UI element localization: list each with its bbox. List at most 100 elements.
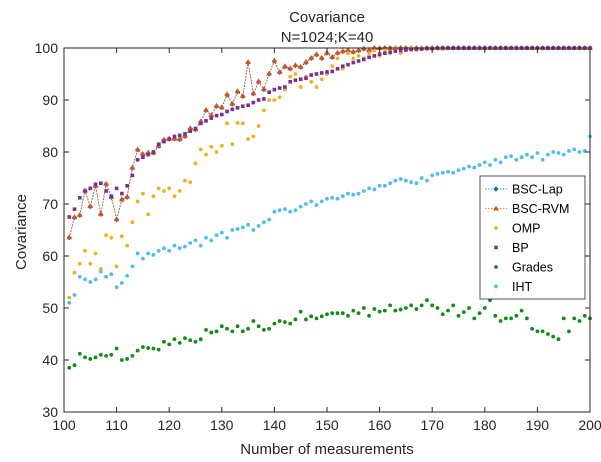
data-point-grades (409, 303, 414, 308)
data-point-grades (246, 326, 251, 331)
data-point-bp (251, 100, 256, 105)
data-point-omp (88, 261, 93, 266)
chart-subtitle: N=1024;K=40 (281, 29, 374, 46)
data-point-grades (367, 313, 371, 318)
data-point-grades (288, 321, 293, 326)
data-point-bsc-rvm (208, 112, 215, 118)
data-point-iht (451, 170, 456, 175)
data-point-iht (419, 176, 424, 180)
data-point-grades (340, 311, 345, 316)
data-point-grades (198, 337, 203, 342)
data-point-bp (135, 158, 140, 162)
data-point-bp (319, 71, 324, 75)
data-point-iht (256, 223, 261, 228)
data-point-bsc-rvm (308, 54, 315, 60)
data-point-grades (162, 339, 166, 344)
data-point-bsc-rvm (234, 88, 241, 94)
data-point-iht (572, 147, 577, 152)
data-point-bp (246, 103, 250, 107)
data-point-omp (240, 121, 245, 126)
data-point-grades (519, 308, 524, 313)
data-point-iht (88, 280, 93, 284)
data-point-iht (109, 272, 114, 277)
data-point-iht (467, 164, 471, 169)
data-point-omp (130, 220, 135, 225)
data-point-bsc-rvm (287, 65, 293, 71)
data-point-grades (135, 348, 140, 353)
data-point-iht (114, 285, 119, 290)
data-point-omp (93, 251, 98, 256)
data-point-grades (440, 312, 445, 317)
data-point-bsc-rvm (339, 48, 346, 54)
data-point-bsc-rvm (350, 48, 357, 54)
data-point-bp (125, 184, 129, 188)
y-tick-label: 90 (42, 92, 58, 108)
data-point-omp (309, 79, 314, 84)
data-point-grades (235, 324, 240, 329)
data-point-bsc-rvm (261, 86, 267, 92)
data-point-bp (425, 46, 429, 51)
legend-marker-grades (494, 265, 498, 269)
data-point-iht (272, 209, 277, 214)
data-point-bp (356, 59, 361, 63)
data-point-bp (172, 134, 177, 139)
data-point-iht (340, 194, 345, 199)
data-point-grades (346, 313, 350, 318)
data-point-iht (330, 195, 335, 200)
data-point-omp (219, 143, 224, 148)
data-point-grades (230, 329, 235, 334)
data-point-bp (377, 52, 382, 57)
data-point-bsc-rvm (124, 193, 130, 199)
data-point-omp (141, 191, 145, 196)
data-point-omp (351, 56, 356, 61)
data-point-grades (261, 327, 266, 332)
data-point-omp (277, 95, 282, 100)
data-point-bsc-rvm (140, 151, 146, 157)
data-point-bp (198, 121, 203, 126)
data-point-bp (309, 73, 314, 77)
legend-label-bp: BP (512, 241, 529, 255)
data-point-bp (351, 60, 356, 65)
data-point-bsc-rvm (292, 62, 299, 68)
data-point-grades (183, 336, 187, 341)
data-point-bp (267, 90, 271, 94)
data-point-bp (88, 186, 93, 191)
data-point-iht (298, 204, 303, 209)
data-point-bsc-rvm (113, 216, 120, 222)
data-point-omp (151, 194, 156, 199)
data-point-bp (404, 48, 408, 52)
data-point-grades (146, 346, 151, 350)
data-point-iht (430, 173, 435, 178)
y-tick-label: 70 (42, 196, 58, 212)
data-point-bp (272, 87, 277, 92)
legend-label-iht: IHT (512, 280, 533, 294)
data-point-grades (240, 329, 245, 334)
data-point-omp (67, 295, 72, 300)
data-point-bp (99, 181, 103, 185)
data-point-bsc-rvm (245, 59, 251, 65)
data-point-bp (241, 104, 245, 109)
data-point-bsc-rvm (313, 51, 320, 57)
data-point-iht (577, 150, 582, 154)
data-point-bp (314, 72, 319, 76)
legend-marker-iht (494, 284, 498, 289)
data-point-bp (67, 215, 72, 219)
data-point-bp (72, 207, 77, 211)
data-point-grades (530, 326, 535, 331)
x-tick-label: 130 (210, 417, 234, 433)
data-point-iht (556, 151, 561, 155)
data-point-bsc-rvm (318, 54, 325, 60)
data-point-grades (319, 314, 324, 319)
y-tick-label: 60 (42, 248, 58, 264)
data-point-bp (183, 132, 187, 136)
data-point-bsc-rvm (355, 47, 362, 53)
data-point-bp (330, 69, 335, 74)
data-point-grades (325, 312, 329, 317)
data-point-iht (314, 203, 319, 207)
data-point-bp (156, 142, 161, 146)
data-point-bsc-rvm (276, 68, 283, 74)
legend-label-grades: Grades (512, 261, 553, 275)
data-point-grades (167, 342, 172, 347)
data-point-iht (130, 264, 135, 269)
